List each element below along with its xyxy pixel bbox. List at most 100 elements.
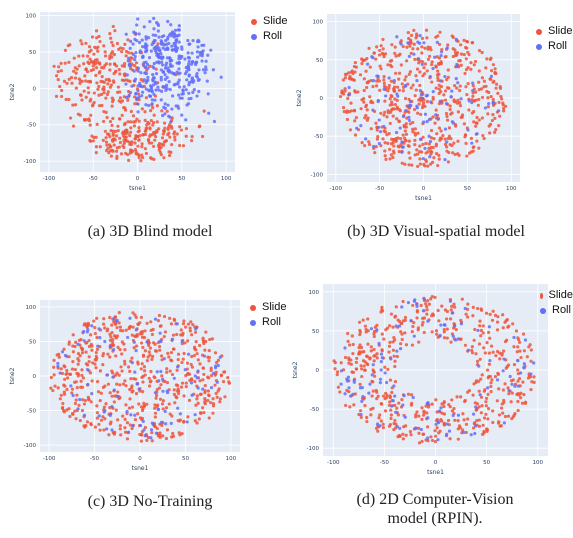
point-slide [207,355,212,360]
y-axis-title: tsne2 [9,367,16,384]
point-slide [393,338,397,342]
point-slide [186,415,190,419]
point-slide [187,398,192,403]
point-slide [418,150,422,154]
point-roll [163,102,167,106]
point-roll [56,361,60,366]
point-roll [445,422,449,426]
point-roll [426,401,430,405]
point-roll [359,413,363,417]
point-slide [114,69,118,73]
legend-item-roll[interactable]: Roll [251,29,287,44]
point-slide [125,139,130,143]
legend-item-roll[interactable]: Roll [250,315,286,330]
x-axis-title: tsne1 [427,469,444,476]
point-slide [374,84,379,88]
y-tick-label: -100 [24,159,37,165]
point-slide [138,321,142,325]
point-roll [379,368,383,372]
point-roll [86,382,90,387]
point-slide [128,397,132,401]
point-slide [510,391,514,395]
point-roll [134,50,138,55]
point-roll [476,328,480,333]
point-slide [400,161,404,165]
point-slide [164,436,169,441]
point-slide [102,44,106,48]
point-roll [439,323,443,327]
point-roll [433,55,437,59]
legend-item-slide[interactable]: Slide [540,288,573,303]
point-slide [482,389,486,393]
point-slide [490,378,494,382]
legend-item-roll[interactable]: Roll [540,303,573,318]
point-slide [390,390,394,395]
point-roll [159,75,163,79]
point-slide [150,357,154,361]
point-slide [71,103,75,107]
point-slide [156,319,160,323]
point-slide [383,409,388,413]
point-slide [383,365,387,369]
point-slide [446,160,451,164]
point-roll [371,363,375,367]
point-slide [374,57,378,61]
point-slide [424,404,428,408]
point-roll [176,365,180,369]
point-roll [439,79,443,83]
point-slide [449,137,453,141]
point-roll [147,103,151,108]
legend-item-slide[interactable]: Slide [251,14,287,29]
point-slide [166,125,171,129]
point-roll [175,38,179,42]
point-roll [497,109,501,113]
point-slide [153,415,157,419]
point-slide [71,360,75,364]
y-tick-label: -50 [314,134,323,140]
point-slide [434,329,439,333]
point-roll [177,28,181,32]
point-slide [349,358,353,362]
point-roll [140,38,144,42]
point-slide [193,419,197,423]
point-slide [387,350,391,354]
point-roll [127,94,131,98]
point-slide [425,304,429,309]
point-slide [102,119,106,124]
legend-item-slide[interactable]: Slide [250,300,286,315]
point-slide [94,151,98,155]
point-slide [501,313,505,317]
point-slide [354,116,358,120]
legend-item-slide[interactable]: Slide [536,24,572,39]
point-roll [153,98,157,102]
point-roll [454,37,458,42]
point-slide [108,315,112,320]
point-slide [421,135,425,139]
point-slide [380,309,385,313]
caption-c: (c) 3D No-Training [87,493,213,510]
point-roll [406,41,410,45]
point-slide [137,125,141,130]
point-slide [486,112,490,116]
point-slide [112,62,117,66]
point-roll [151,78,155,82]
point-slide [175,332,179,337]
point-roll [165,61,169,65]
point-slide [491,409,495,413]
point-slide [89,139,93,143]
point-roll [201,387,205,391]
point-slide [397,119,401,124]
point-slide [517,393,521,397]
point-slide [352,109,356,113]
point-slide [453,418,457,422]
point-slide [376,394,380,398]
point-slide [351,342,355,347]
point-slide [207,376,211,380]
point-slide [491,80,495,84]
point-roll [436,116,441,121]
point-slide [496,315,500,319]
legend-item-roll[interactable]: Roll [536,39,572,54]
point-roll [442,323,446,327]
point-slide [335,372,339,377]
point-roll [150,90,154,94]
